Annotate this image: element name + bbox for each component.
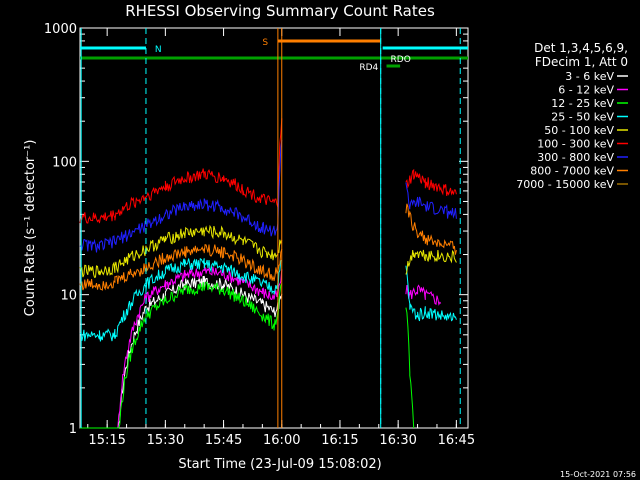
legend-label: 12 - 25 keV [551, 97, 614, 110]
x-tick-label: 15:15 [88, 433, 125, 448]
legend-label: 3 - 6 keV [565, 70, 614, 83]
series-line [80, 281, 283, 429]
legend-label: 300 - 800 keV [537, 151, 614, 164]
legend-header: Det 1,3,4,5,6,9, [534, 41, 628, 55]
x-axis-label: Start Time (23-Jul-09 15:08:02) [178, 457, 381, 472]
series-line [79, 224, 283, 278]
series-line [79, 257, 282, 342]
legend: Det 1,3,4,5,6,9,FDecim 1, Att 03 - 6 keV… [516, 41, 628, 191]
series-line [405, 265, 457, 322]
series-line [405, 182, 457, 219]
x-tick-label: 16:30 [379, 433, 416, 448]
series-line [405, 307, 415, 429]
annotation-n: N [155, 45, 162, 55]
annotation-rd4: RD4 [359, 63, 378, 73]
x-tick-label: 15:45 [205, 433, 242, 448]
annotation-rdo: RDO [391, 55, 411, 65]
legend-label: 50 - 100 keV [544, 124, 614, 137]
series-line [80, 275, 283, 429]
legend-label: 25 - 50 keV [551, 111, 614, 124]
series-line [405, 203, 457, 255]
x-tick-label: 16:15 [321, 433, 358, 448]
x-tick-label: 16:00 [263, 433, 300, 448]
legend-label: 800 - 7000 keV [530, 165, 614, 178]
legend-label: 6 - 12 keV [558, 84, 614, 97]
legend-label: 100 - 300 keV [537, 138, 614, 151]
plot-frame [79, 27, 469, 429]
y-tick-label: 10 [60, 289, 77, 304]
x-tick-label: 15:30 [147, 433, 184, 448]
y-tick-label: 1 [69, 422, 77, 437]
series-line [79, 139, 283, 253]
series-line [405, 249, 457, 275]
y-tick-label: 1000 [44, 22, 77, 37]
plot-area: 15:15 15:30 15:45 16:00 16:15 16:30 16:45 1 10 10… [44, 22, 475, 448]
chart-title: RHESSI Observing Summary Count Rates [125, 2, 435, 20]
y-axis-label: Count Rate (s⁻¹ detector⁻¹) [23, 140, 38, 317]
series-line [405, 284, 442, 306]
series-line [79, 118, 283, 224]
series-line [405, 168, 457, 197]
series-line [79, 244, 283, 291]
annotation-s: S [262, 38, 268, 48]
legend-header: FDecim 1, Att 0 [535, 55, 628, 69]
legend-label: 7000 - 15000 keV [516, 178, 614, 191]
x-tick-label: 16:45 [438, 433, 475, 448]
footer-date: 15-Oct-2021 07:56 [560, 470, 636, 479]
y-tick-label: 100 [52, 155, 77, 170]
